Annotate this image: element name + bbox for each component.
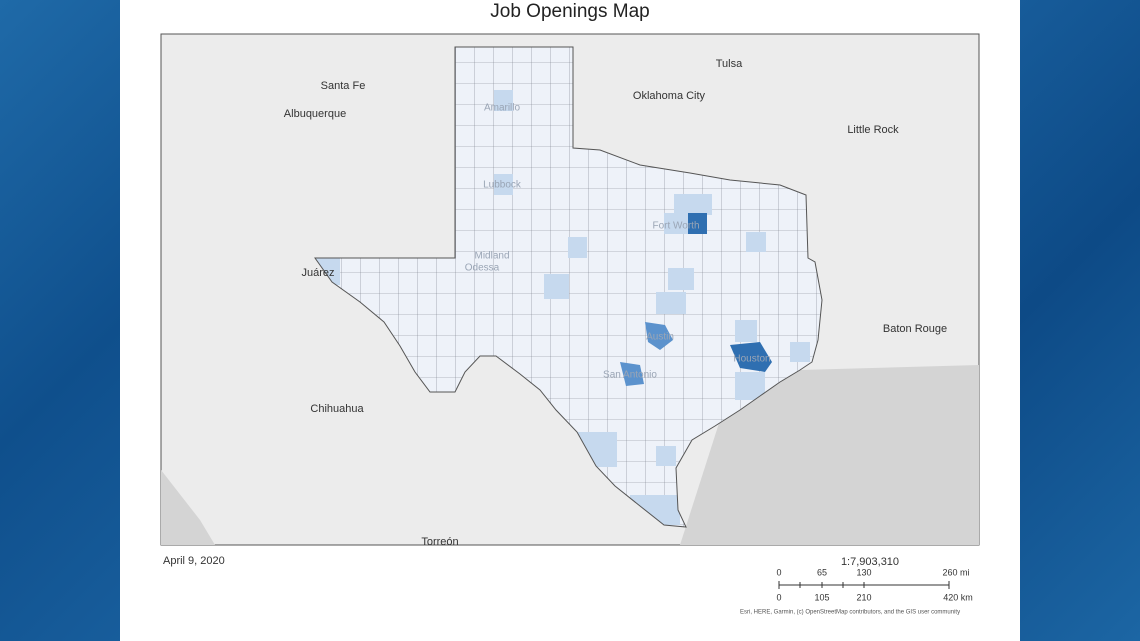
scale-label: 210 [856,592,871,602]
place-label: Little Rock [847,124,899,136]
pacific [161,470,215,545]
place-label: Santa Fe [321,80,366,92]
city-label: Odessa [465,263,500,274]
place-label: Baton Rouge [883,323,947,335]
place-label: Torreón [421,536,458,548]
city-label: Amarillo [484,103,521,114]
city-label: San Antonio [603,370,657,381]
city-label: Houston [733,354,770,365]
place-label: Albuquerque [284,108,346,120]
city-label: Austin [646,332,674,343]
scale-bar [778,581,950,589]
place-label: Chihuahua [310,403,364,415]
scale-label: 0 [776,592,781,602]
gulf [680,365,979,545]
map-title: Job Openings Map [490,1,650,22]
scale-label: 105 [814,592,829,602]
place-label: Juárez [301,267,334,279]
city-label: Fort Worth [652,221,699,232]
scale-label: 65 [817,567,827,577]
city-label: Lubbock [483,180,522,191]
scale-label: 420 km [943,592,973,602]
place-label: Tulsa [716,58,743,70]
scale-label: 130 [856,567,871,577]
attribution: Esri, HERE, Garmin, (c) OpenStreetMap co… [740,610,960,616]
scale-label: 0 [776,567,781,577]
place-label: Oklahoma City [633,90,706,102]
date: April 9, 2020 [163,555,225,567]
city-label: Midland [474,251,509,262]
scale-ratio: 1:7,903,310 [841,556,899,568]
scale-label: 260 mi [942,567,969,577]
